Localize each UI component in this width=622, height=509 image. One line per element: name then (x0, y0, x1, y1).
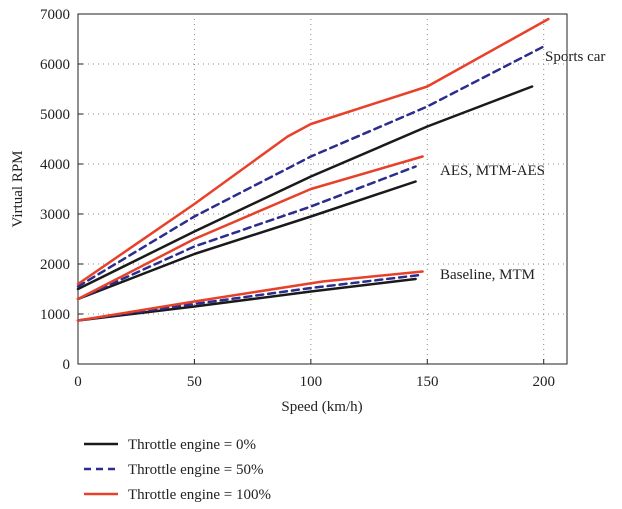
annotation-aes-mtm-aes: AES, MTM-AES (440, 163, 545, 179)
series-line-sports-car-throttle-100 (76, 17, 550, 286)
y-tick-label: 7000 (40, 7, 70, 23)
y-tick-label: 4000 (40, 157, 70, 173)
x-tick-label: 200 (532, 374, 555, 390)
annotation-baseline-mtm: Baseline, MTM (440, 267, 535, 283)
axis-ticks: 0 50 100 150 2000100020003000400050006000700… (40, 7, 555, 390)
plot-frame (77, 13, 568, 365)
series-line-sports-car-throttle-50 (76, 45, 545, 288)
legend: Throttle engine = 0% Throttle engine = 5… (84, 437, 271, 503)
legend-label-throttle-50: Throttle engine = 50% (128, 462, 264, 478)
legend-label-throttle-100: Throttle engine = 100% (128, 487, 271, 503)
y-tick-label: 1000 (40, 307, 70, 323)
y-tick-label: 3000 (40, 207, 70, 223)
series-lines (76, 17, 550, 322)
x-axis-title: Speed (km/h) (281, 399, 362, 415)
x-tick-label: 100 (300, 374, 323, 390)
y-tick-label: 6000 (40, 57, 70, 73)
series-line-aes-mtm-aes-throttle-0 (76, 180, 417, 301)
y-tick-label: 2000 (40, 257, 70, 273)
y-tick-label: 5000 (40, 107, 70, 123)
series-line-aes-mtm-aes-throttle-100 (76, 155, 424, 301)
series-line-aes-mtm-aes-throttle-50 (76, 165, 417, 301)
y-tick-label: 0 (63, 357, 71, 373)
series-line-baseline-mtm-throttle-100 (76, 270, 424, 322)
y-axis-title: Virtual RPM (10, 150, 26, 227)
x-tick-label: 150 (416, 374, 439, 390)
x-tick-label: 50 (187, 374, 202, 390)
x-tick-label: 0 (74, 374, 82, 390)
series-line-baseline-mtm-throttle-0 (76, 277, 417, 322)
series-line-sports-car-throttle-0 (76, 85, 534, 291)
annotation-sports-car: Sports car (545, 49, 605, 65)
legend-label-throttle-0: Throttle engine = 0% (128, 437, 256, 453)
